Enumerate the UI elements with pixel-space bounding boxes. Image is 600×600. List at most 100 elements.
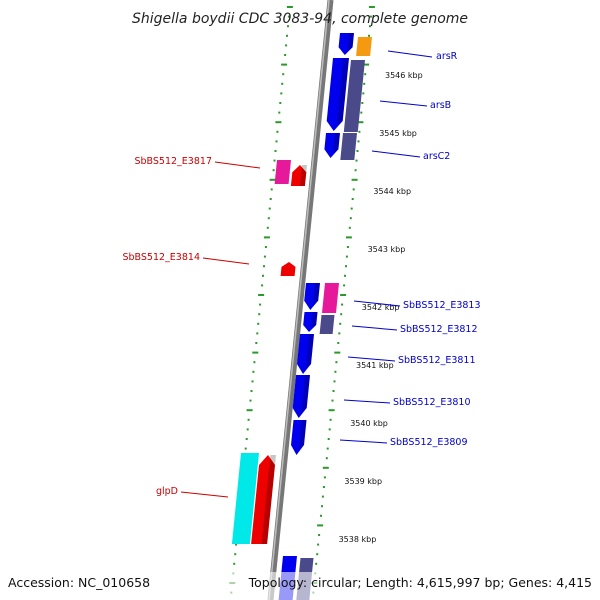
right-ring-tick [331, 399, 334, 402]
right-ring-tick [361, 102, 364, 104]
gene-arsB-rna [343, 60, 365, 132]
gene-E3814-arrow [280, 262, 296, 276]
left-ring-tick [285, 44, 288, 47]
gene-E3813-arrow-shade [313, 283, 320, 305]
right-ring-tick [349, 217, 352, 220]
right-ring-tick [369, 25, 371, 28]
gene-E3812-rna [319, 315, 335, 334]
left-ring-tick [281, 82, 284, 85]
gene-E3813-rna [322, 283, 339, 313]
gene-glpD-arrow [251, 455, 275, 544]
right-ring-tick [338, 332, 341, 335]
gene-label-E3810[interactable]: SbBS512_E3810 [393, 397, 471, 408]
gene-E3817-arrow [290, 165, 307, 186]
right-ring-tick [348, 226, 351, 229]
gene-label-arsR[interactable]: arsR [436, 51, 458, 62]
gene-E3810-arrow [292, 375, 310, 418]
footer-info: Topology: circular; Length: 4,615,997 bp… [248, 575, 592, 590]
gene-E3809-arrow-shade [299, 420, 307, 449]
gene-label-arsC2[interactable]: arsC2 [423, 151, 450, 162]
label-leader-E3810 [343, 399, 391, 404]
gene-E3809-arrow [291, 420, 307, 455]
left-ring-tick [244, 447, 247, 450]
left-ring-tick [272, 169, 275, 172]
right-ring-tick [368, 6, 375, 8]
right-ring-tick [333, 380, 336, 383]
left-ring-tick [250, 390, 253, 392]
gene-arsC2-arrow-shade [333, 133, 340, 153]
gene-E3810-arrow-shade [301, 375, 310, 412]
right-ring-tick [328, 409, 335, 412]
right-ring-tick [351, 198, 354, 200]
left-ring-tick [233, 562, 236, 565]
left-ring-tick [280, 92, 283, 95]
gene-arsC2-rna [340, 133, 357, 160]
label-leader-arsB [379, 100, 428, 107]
gene-label-glpD[interactable]: glpD [156, 486, 178, 497]
left-ring-tick [249, 399, 252, 402]
right-ring-tick [329, 418, 332, 421]
left-ring-tick [252, 351, 259, 354]
gene-glpD-arrow-shade [261, 455, 276, 544]
label-leader-arsC2 [371, 150, 421, 158]
gene-features [231, 33, 372, 600]
left-ring-tick [284, 54, 287, 56]
gene-arsR-arrow [338, 33, 354, 55]
gene-E3812-arrow-shade [311, 312, 318, 328]
label-leader-E3811 [347, 356, 396, 362]
genome-backbone [267, 0, 334, 600]
left-ring-tick [274, 150, 277, 152]
right-ring-tick [321, 505, 323, 508]
right-ring-tick [355, 159, 358, 162]
kbp-ticks: 3546 kbp 3545 kbp 3544 kbp 3543 kbp 3542 kbp… [339, 71, 423, 544]
right-ring-tick [339, 322, 342, 325]
right-ring-tick [315, 562, 318, 565]
left-ring-tick [286, 34, 288, 37]
gene-label-E3811[interactable]: SbBS512_E3811 [398, 355, 476, 366]
gene-label-E3809[interactable]: SbBS512_E3809 [390, 437, 468, 448]
left-ring-tick [262, 274, 264, 277]
right-ring-tick [322, 466, 329, 469]
kbp-tick-label: 3544 kbp [373, 187, 411, 196]
left-ring-tick [267, 217, 270, 220]
left-ring-tick [276, 130, 279, 133]
right-ring-tick [363, 63, 370, 66]
left-ring-tick [269, 178, 276, 181]
right-ring-tick [316, 553, 319, 556]
right-ring-tick [363, 82, 366, 85]
right-ring-tick [350, 207, 353, 210]
gene-arsR-arrow-shade [347, 33, 354, 51]
left-ring-tick [252, 370, 255, 373]
left-ring-tick [269, 198, 272, 200]
right-ring-tick [318, 534, 321, 536]
kbp-tick-label: 3546 kbp [385, 71, 423, 80]
left-ring-tick [263, 236, 270, 239]
right-ring-tick [344, 274, 346, 277]
map-title: Shigella boydii CDC 3083-94, complete ge… [132, 11, 468, 27]
left-ring-tick [256, 332, 259, 335]
left-ring-tick [255, 342, 258, 344]
gene-label-E3812[interactable]: SbBS512_E3812 [400, 324, 478, 335]
gene-labels: arsR arsB arsC2 SbBS512_E3813 SbBS512_E3812 S… [122, 50, 481, 498]
gene-E3812-arrow [303, 312, 318, 332]
backbone-highlight [268, 0, 330, 600]
gene-label-E3814[interactable]: SbBS512_E3814 [122, 252, 200, 263]
ring-ticks [229, 6, 375, 594]
label-leader-E3814 [202, 257, 250, 265]
right-ring-tick [317, 524, 324, 527]
left-ring-tick [281, 63, 288, 66]
label-leader-arsR [387, 50, 433, 58]
left-ring-tick [263, 265, 265, 268]
gene-E3811-arrow [297, 334, 314, 374]
gene-label-E3813[interactable]: SbBS512_E3813 [403, 300, 481, 311]
gene-glpD-rna [231, 453, 259, 544]
gene-label-arsB[interactable]: arsB [430, 100, 451, 111]
left-ring-tick [253, 361, 256, 364]
right-ring-tick [321, 495, 324, 498]
right-ring-tick [332, 390, 335, 392]
gene-label-E3817[interactable]: SbBS512_E3817 [134, 156, 212, 167]
left-ring-tick [234, 553, 237, 556]
left-ring-tick [279, 102, 282, 104]
right-ring-tick [357, 121, 364, 124]
right-ring-tick [356, 150, 359, 152]
